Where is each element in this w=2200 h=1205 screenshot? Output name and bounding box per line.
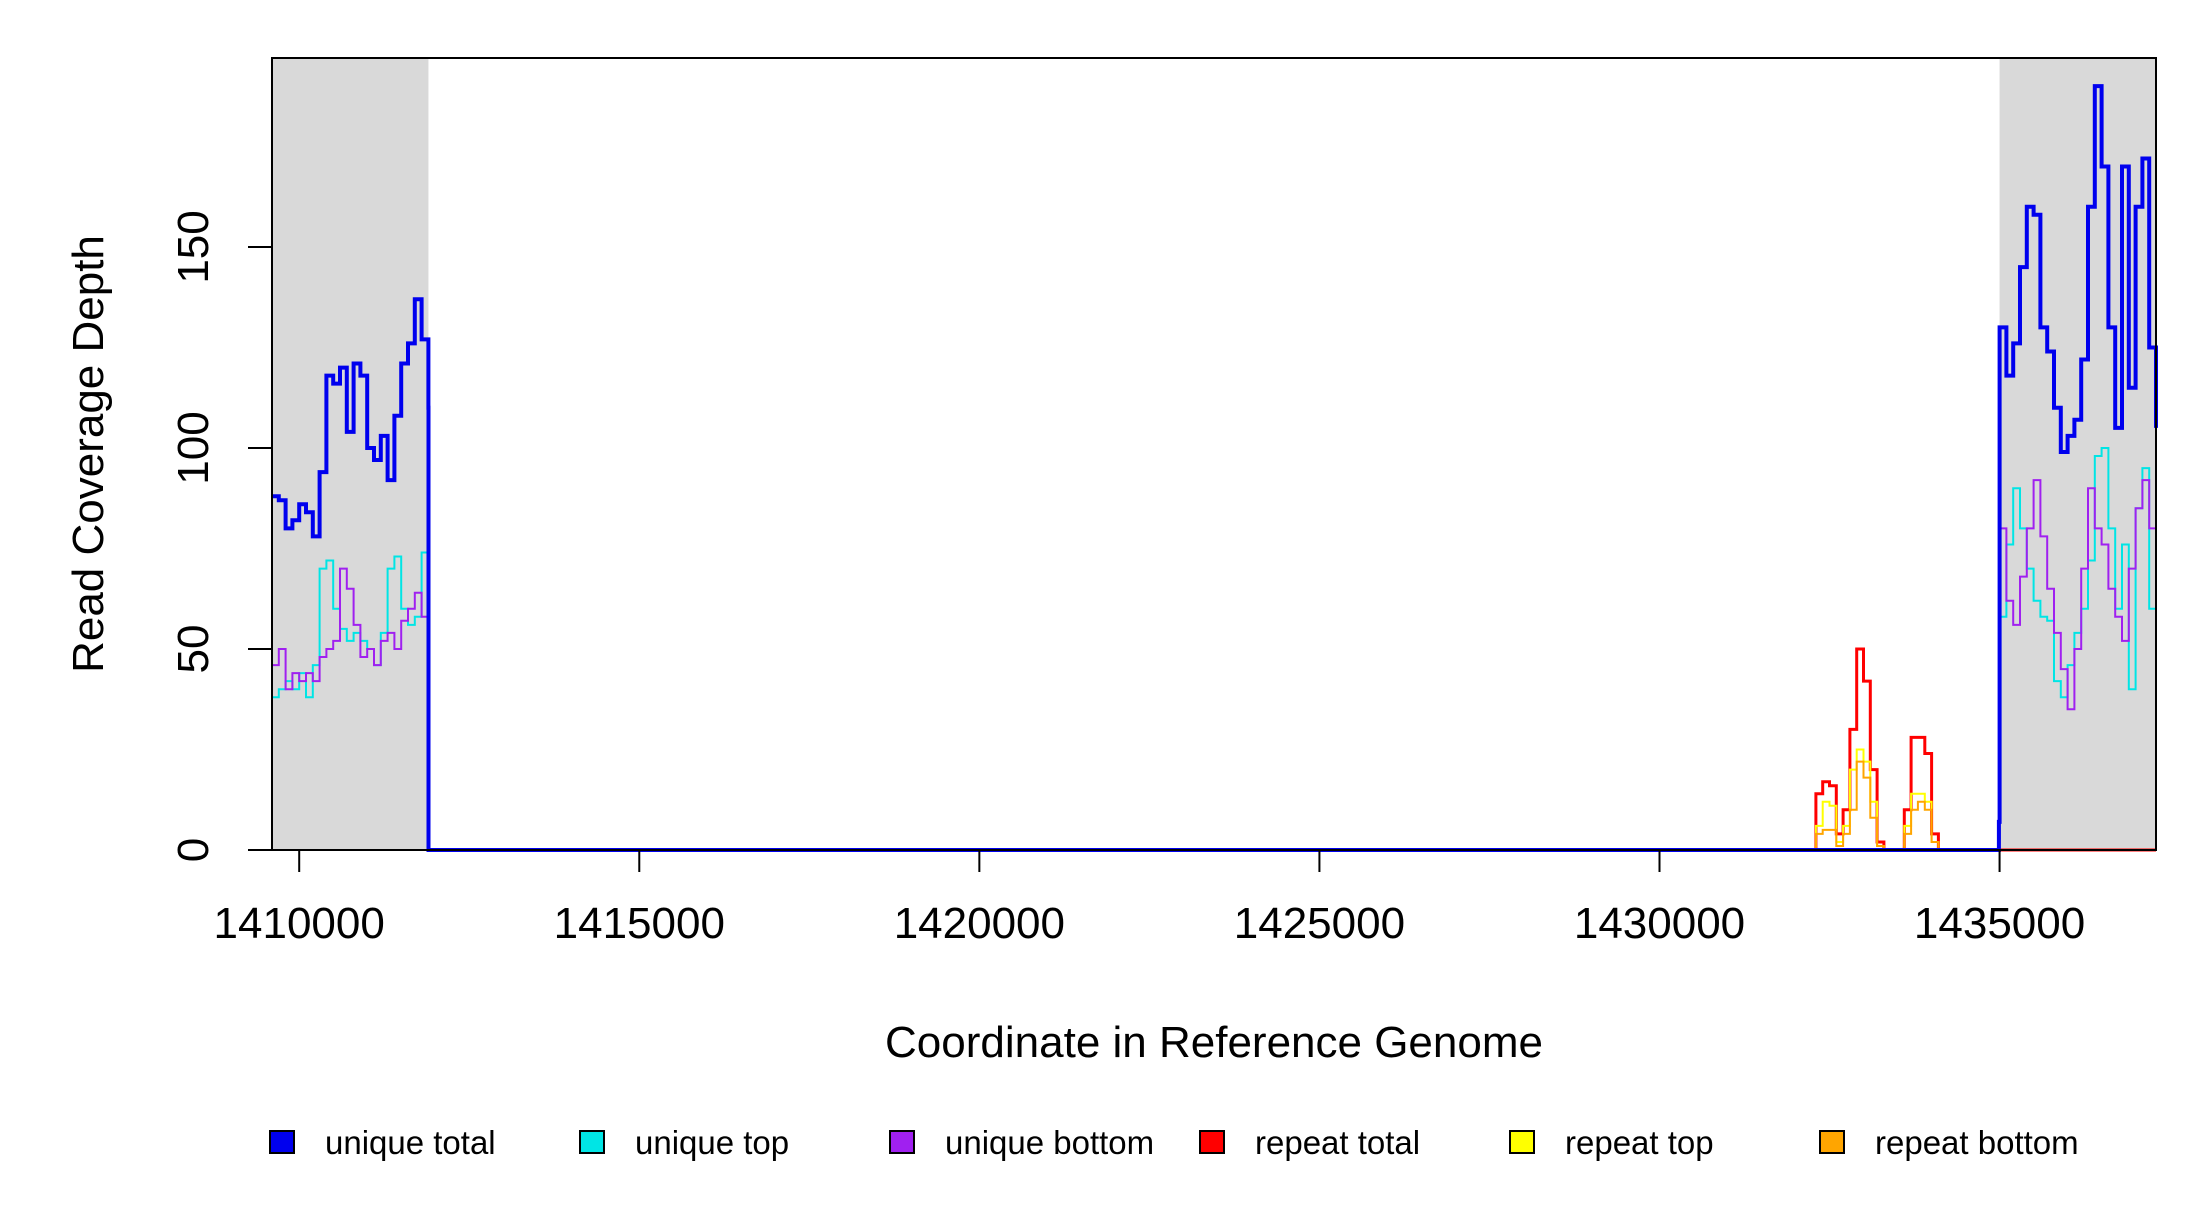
series-line-repeat-bottom <box>428 760 2156 851</box>
shaded-region-2 <box>1999 58 2156 850</box>
x-axis-title: Coordinate in Reference Genome <box>885 1018 1543 1067</box>
legend-item-repeat-top: repeat top <box>1509 1124 1714 1161</box>
legend-item-unique-top: unique top <box>579 1124 789 1161</box>
y-axis: 0 50 100 150 <box>169 210 273 862</box>
y-tick-label: 150 <box>169 210 218 283</box>
x-tick-label: 1420000 <box>894 899 1065 948</box>
shaded-region-1 <box>272 58 429 850</box>
legend-label: unique total <box>325 1124 496 1161</box>
legend-item-repeat-bottom: repeat bottom <box>1819 1124 2079 1161</box>
legend-label: repeat total <box>1255 1124 1420 1161</box>
plot-frame <box>271 57 2157 851</box>
x-tick-label: 1415000 <box>554 899 725 948</box>
legend-item-repeat-total: repeat total <box>1199 1124 1420 1161</box>
series-line-repeat-top <box>428 748 2156 851</box>
legend-swatch <box>1509 1130 1535 1154</box>
legend-swatch <box>579 1130 605 1154</box>
x-tick-label: 1430000 <box>1574 899 1745 948</box>
x-tick-label: 1435000 <box>1914 899 2085 948</box>
legend-label: repeat top <box>1565 1124 1714 1161</box>
y-tick-label: 50 <box>169 625 218 674</box>
legend-label: unique top <box>635 1124 789 1161</box>
legend-swatch <box>1199 1130 1225 1154</box>
legend-item-unique-bottom: unique bottom <box>889 1124 1154 1161</box>
legend-swatch <box>269 1130 295 1154</box>
x-tick-label: 1410000 <box>214 899 385 948</box>
legend-item-unique-total: unique total <box>269 1124 496 1161</box>
shaded-regions <box>272 58 2156 850</box>
series-line-unique-bottom <box>272 479 2157 851</box>
series-lines <box>272 84 2158 852</box>
y-tick-label: 0 <box>169 838 218 862</box>
legend-swatch <box>889 1130 915 1154</box>
x-tick-label: 1425000 <box>1234 899 1405 948</box>
legend-label: unique bottom <box>945 1124 1154 1161</box>
series-line-repeat-total <box>428 647 2156 852</box>
series-line-unique-total <box>272 84 2158 852</box>
legend-swatch <box>1819 1130 1845 1154</box>
legend-label: repeat bottom <box>1875 1124 2079 1161</box>
legend: unique total unique top unique bottom repea… <box>269 1124 2079 1161</box>
series-line-unique-top <box>272 447 2157 851</box>
x-axis: 1410000 1415000 1420000 1425000 1430000 14350… <box>214 849 2085 948</box>
y-axis-title: Read Coverage Depth <box>64 235 113 673</box>
y-tick-label: 100 <box>169 411 218 484</box>
